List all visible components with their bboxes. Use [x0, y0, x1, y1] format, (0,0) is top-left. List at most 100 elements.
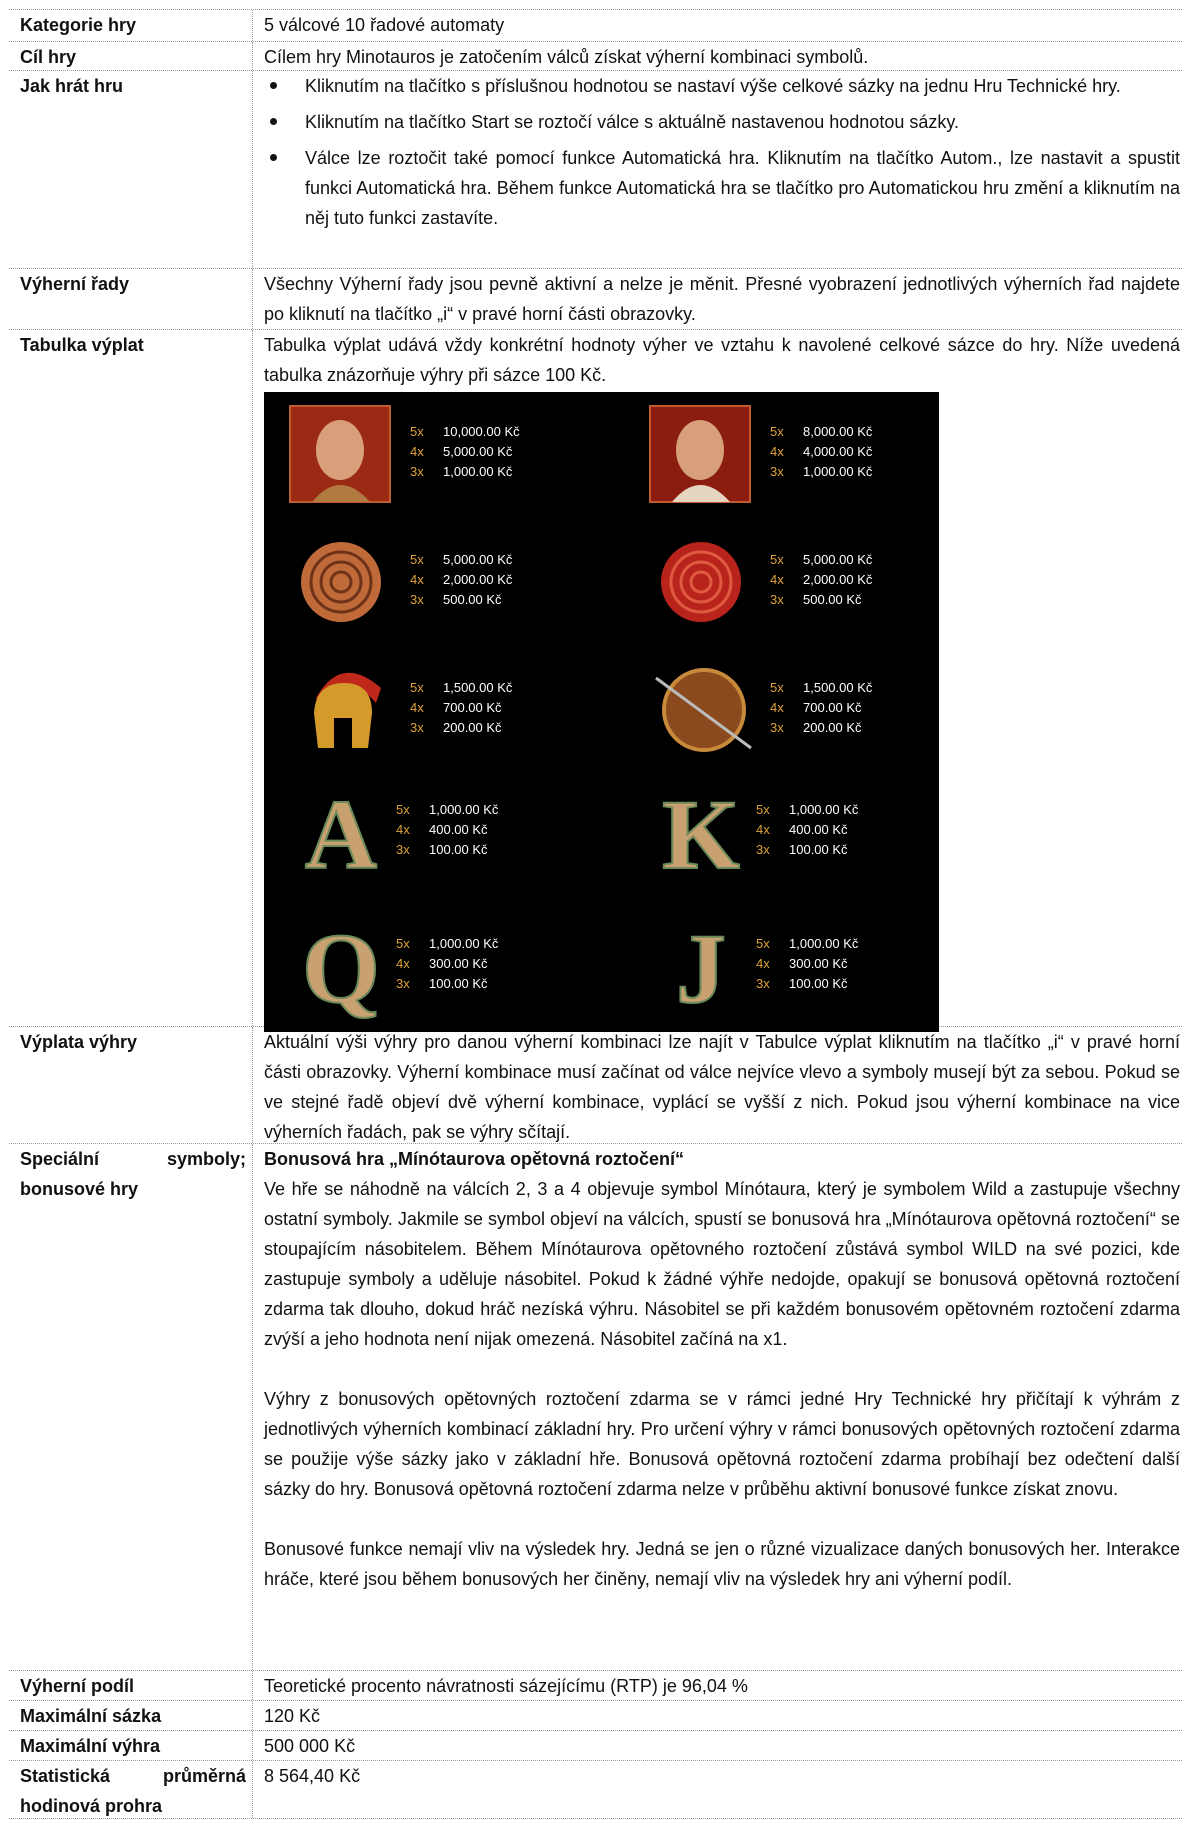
- bullet-list: Kliknutím na tlačítko s příslušnou hodno…: [264, 71, 1180, 233]
- shield: [662, 668, 746, 752]
- row-label: Speciální symboly; bonusové hry: [9, 1144, 253, 1670]
- row-content: 8 564,40 Kč: [253, 1761, 1182, 1818]
- pay-amount: 4,000.00 Kč: [803, 444, 873, 459]
- pay-count: 4x: [396, 956, 410, 971]
- pay-amount: 5,000.00 Kč: [803, 552, 873, 567]
- pay-amount: 2,000.00 Kč: [443, 572, 513, 587]
- pay-line: 3x 200.00 Kč: [770, 718, 872, 738]
- pay-line: 3x 100.00 Kč: [756, 840, 858, 860]
- symbol-icon: [661, 542, 741, 622]
- pay-lines: 5x 1,000.00 Kč 4x 400.00 Kč 3x 100.00 Kč: [756, 800, 858, 860]
- table-row: Výherní podíl Teoretické procento návratn…: [9, 1671, 1182, 1701]
- portrait-body: [672, 485, 730, 502]
- pay-line: 4x 400.00 Kč: [396, 820, 498, 840]
- symbol-icon: J: [675, 914, 727, 1019]
- symbol-icon: A: [304, 780, 378, 885]
- row-content: 5 válcové 10 řadové automaty: [253, 10, 1182, 41]
- pay-count: 4x: [396, 822, 410, 837]
- row-content: 120 Kč: [253, 1701, 1182, 1730]
- paragraph: Výhry z bonusových opětovných roztočení …: [264, 1389, 1180, 1499]
- pay-count: 5x: [410, 680, 424, 695]
- pay-count: 3x: [770, 720, 784, 735]
- symbol-letter: J: [676, 914, 726, 1019]
- helmet: [314, 683, 372, 748]
- pay-amount: 400.00 Kč: [429, 822, 488, 837]
- pay-amount: 1,000.00 Kč: [429, 802, 499, 817]
- row-label: Kategorie hry: [9, 10, 253, 41]
- pay-count: 3x: [410, 720, 424, 735]
- symbol-icon: Q: [301, 914, 381, 1019]
- pay-line: 4x 5,000.00 Kč: [410, 442, 520, 462]
- pay-count: 4x: [770, 572, 784, 587]
- paragraph: 8 564,40 Kč: [264, 1766, 361, 1786]
- round-symbol: [661, 542, 741, 622]
- pay-amount: 100.00 Kč: [429, 976, 488, 991]
- ring: [669, 550, 733, 614]
- pay-amount: 300.00 Kč: [789, 956, 848, 971]
- pay-count: 4x: [410, 700, 424, 715]
- ring: [679, 560, 723, 604]
- pay-lines: 5x 1,500.00 Kč 4x 700.00 Kč 3x 200.00 Kč: [770, 678, 872, 738]
- table-row: Tabulka výplat Tabulka výplat udává vždy …: [9, 330, 1182, 1032]
- row-content: Teoretické procento návratnosti sázející…: [253, 1671, 1182, 1700]
- paytable-cell: 5x 5,000.00 Kč 4x 2,000.00 Kč 3x 500.00 Kč: [286, 530, 616, 650]
- paragraph: 5 válcové 10 řadové automaty: [264, 15, 505, 35]
- paytable-cell: 5x 10,000.00 Kč 4x 5,000.00 Kč 3x 1,000.00 Kč: [286, 402, 616, 522]
- pay-amount: 5,000.00 Kč: [443, 444, 513, 459]
- pay-count: 5x: [410, 552, 424, 567]
- symbol-icon: [649, 405, 751, 503]
- paragraph: Bonusové funkce nemají vliv na výsledek …: [264, 1539, 1180, 1589]
- round-symbol: [301, 542, 381, 622]
- pay-count: 3x: [410, 464, 424, 479]
- portrait-face: [316, 420, 364, 480]
- pay-count: 3x: [756, 976, 770, 991]
- table-row: Maximální výhra 500 000 Kč: [9, 1731, 1182, 1761]
- pay-amount: 1,000.00 Kč: [443, 464, 513, 479]
- paragraph: Ve hře se náhodně na válcích 2, 3 a 4 ob…: [264, 1179, 1180, 1349]
- table-row: Cíl hry Cílem hry Minotauros je zatočením…: [9, 42, 1182, 71]
- pay-line: 4x 2,000.00 Kč: [410, 570, 512, 590]
- pay-amount: 2,000.00 Kč: [803, 572, 873, 587]
- pay-amount: 200.00 Kč: [803, 720, 862, 735]
- pay-line: 5x 5,000.00 Kč: [410, 550, 512, 570]
- table-row: Maximální sázka 120 Kč: [9, 1701, 1182, 1731]
- pay-amount: 1,000.00 Kč: [803, 464, 873, 479]
- pay-amount: 200.00 Kč: [443, 720, 502, 735]
- paytable-cell: 5x 5,000.00 Kč 4x 2,000.00 Kč 3x 500.00 Kč: [646, 530, 976, 650]
- pay-line: 3x 200.00 Kč: [410, 718, 512, 738]
- bullet-item: Kliknutím na tlačítko s příslušnou hodno…: [264, 71, 1180, 101]
- pay-amount: 300.00 Kč: [429, 956, 488, 971]
- ring: [689, 570, 713, 594]
- row-content: Tabulka výplat udává vždy konkrétní hodn…: [253, 330, 1182, 1032]
- pay-count: 5x: [396, 802, 410, 817]
- pay-amount: 5,000.00 Kč: [443, 552, 513, 567]
- pay-line: 3x 100.00 Kč: [756, 974, 858, 994]
- pay-line: 3x 1,000.00 Kč: [410, 462, 520, 482]
- pay-count: 3x: [410, 592, 424, 607]
- pay-lines: 5x 1,000.00 Kč 4x 300.00 Kč 3x 100.00 Kč: [756, 934, 858, 994]
- pay-line: 3x 500.00 Kč: [410, 590, 512, 610]
- pay-line: 5x 1,000.00 Kč: [756, 934, 858, 954]
- pay-count: 3x: [770, 464, 784, 479]
- pay-amount: 1,500.00 Kč: [803, 680, 873, 695]
- row-content: Cílem hry Minotauros je zatočením válců …: [253, 42, 1182, 70]
- pay-lines: 5x 5,000.00 Kč 4x 2,000.00 Kč 3x 500.00 Kč: [410, 550, 512, 610]
- pay-amount: 10,000.00 Kč: [443, 424, 520, 439]
- row-content: Aktuální výši výhry pro danou výherní ko…: [253, 1027, 1182, 1143]
- row-label: Maximální sázka: [9, 1701, 253, 1730]
- pay-count: 5x: [410, 424, 424, 439]
- pay-count: 4x: [410, 572, 424, 587]
- symbol-icon: [289, 405, 391, 503]
- pay-amount: 500.00 Kč: [443, 592, 502, 607]
- paytable-cell: 5x 1,500.00 Kč 4x 700.00 Kč 3x 200.00 Kč: [286, 658, 616, 778]
- symbol-letter: K: [662, 780, 740, 885]
- pay-count: 5x: [756, 936, 770, 951]
- ring: [329, 570, 353, 594]
- pay-amount: 1,000.00 Kč: [789, 802, 859, 817]
- pay-count: 5x: [770, 680, 784, 695]
- row-label: Maximální výhra: [9, 1731, 253, 1760]
- pay-lines: 5x 1,000.00 Kč 4x 400.00 Kč 3x 100.00 Kč: [396, 800, 498, 860]
- pay-count: 5x: [770, 424, 784, 439]
- pay-line: 5x 1,000.00 Kč: [396, 800, 498, 820]
